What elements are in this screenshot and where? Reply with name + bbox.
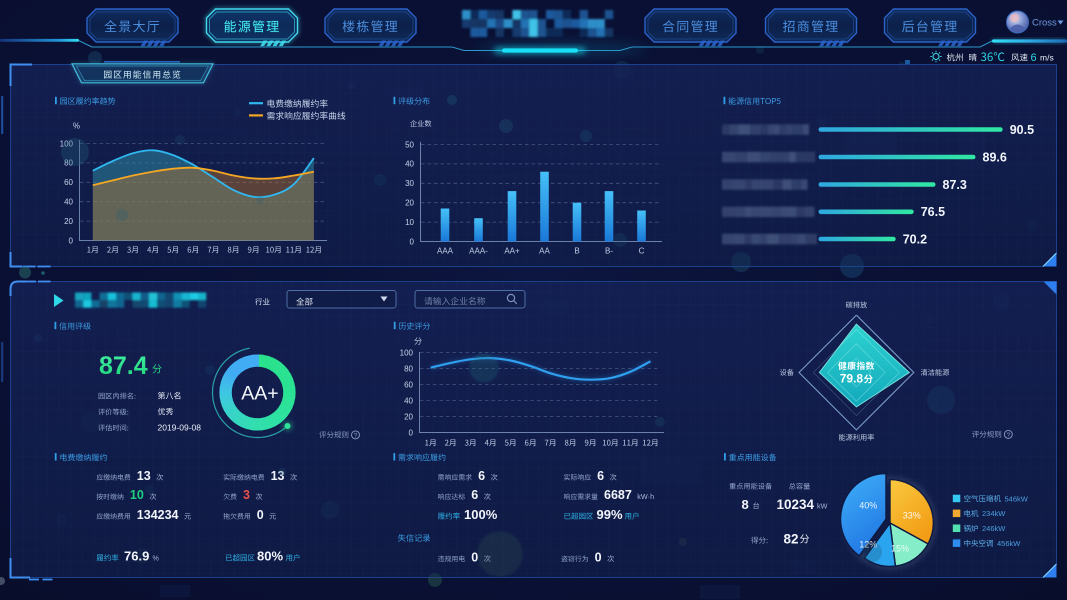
svg-text:20: 20	[64, 217, 73, 226]
svg-text:20: 20	[405, 199, 414, 208]
svg-text:87.4: 87.4	[99, 352, 148, 380]
svg-text:kW·h: kW·h	[637, 492, 654, 501]
svg-text:AAA-: AAA-	[469, 247, 488, 256]
svg-text:80: 80	[64, 159, 73, 168]
svg-text:546kW: 546kW	[1005, 494, 1029, 503]
svg-text:33%: 33%	[903, 510, 921, 520]
svg-text:6: 6	[597, 469, 604, 483]
svg-text:6: 6	[1031, 52, 1037, 64]
svg-text:0: 0	[257, 508, 264, 522]
svg-text:AAA: AAA	[437, 247, 454, 256]
svg-text:0: 0	[409, 428, 414, 437]
svg-text:0: 0	[471, 550, 478, 564]
svg-text:0: 0	[410, 237, 415, 246]
svg-text:134234: 134234	[137, 508, 179, 522]
svg-text:%: %	[73, 122, 80, 131]
svg-text:AA+: AA+	[241, 383, 278, 405]
svg-text:6687: 6687	[604, 488, 632, 502]
svg-text:0: 0	[595, 550, 602, 564]
svg-text:87.3: 87.3	[943, 178, 967, 192]
svg-text:76.9: 76.9	[124, 549, 149, 564]
svg-text:100%: 100%	[464, 507, 498, 522]
svg-text:70.2: 70.2	[903, 232, 927, 246]
svg-text:60: 60	[404, 380, 413, 389]
svg-text:8: 8	[742, 497, 749, 512]
svg-text:6: 6	[471, 488, 478, 502]
svg-text:246kW: 246kW	[982, 524, 1006, 533]
svg-text:T: T	[760, 97, 765, 106]
svg-text:40: 40	[404, 396, 413, 405]
svg-text:3: 3	[243, 488, 250, 502]
svg-text:10: 10	[405, 218, 414, 227]
svg-text:80: 80	[404, 364, 413, 373]
svg-text:B-: B-	[605, 247, 613, 256]
svg-text:13: 13	[271, 469, 285, 483]
svg-text:6: 6	[478, 469, 485, 483]
svg-text:10: 10	[130, 488, 144, 502]
svg-text:%: %	[153, 554, 160, 563]
svg-text:13: 13	[137, 469, 151, 483]
svg-text:40: 40	[64, 198, 73, 207]
svg-text:79.8: 79.8	[840, 372, 864, 386]
svg-text:C: C	[639, 247, 645, 256]
svg-text:P: P	[771, 97, 776, 106]
svg-text:234kW: 234kW	[982, 509, 1006, 518]
svg-text:12%: 12%	[859, 540, 877, 550]
svg-text:82: 82	[784, 532, 799, 547]
svg-text:kW: kW	[817, 501, 828, 510]
svg-text:2019-09-08: 2019-09-08	[158, 422, 202, 432]
svg-text:60: 60	[64, 178, 73, 187]
svg-text:30: 30	[405, 179, 414, 188]
svg-text:40%: 40%	[859, 501, 877, 511]
svg-text:456kW: 456kW	[997, 539, 1021, 548]
svg-text:20: 20	[404, 412, 413, 421]
svg-text:O: O	[765, 97, 771, 106]
svg-text:90.5: 90.5	[1010, 123, 1034, 137]
svg-text:AA+: AA+	[504, 247, 520, 256]
svg-text:0: 0	[69, 236, 74, 245]
svg-text:76.5: 76.5	[921, 205, 945, 219]
svg-text:100: 100	[60, 139, 74, 148]
svg-text:99%: 99%	[597, 507, 623, 522]
svg-text:40: 40	[405, 160, 414, 169]
svg-text:80%: 80%	[257, 549, 283, 564]
svg-text:m/s: m/s	[1040, 53, 1054, 63]
svg-text:B: B	[574, 247, 579, 256]
svg-text:?: ?	[1006, 432, 1010, 439]
svg-text:10234: 10234	[777, 497, 815, 512]
svg-text:100: 100	[400, 348, 414, 357]
svg-text:15%: 15%	[891, 544, 909, 554]
svg-text:89.6: 89.6	[983, 150, 1007, 164]
svg-text:?: ?	[354, 432, 358, 439]
svg-text:Cross: Cross	[1032, 18, 1057, 29]
svg-text:AA: AA	[539, 247, 550, 256]
svg-text:50: 50	[405, 140, 414, 149]
